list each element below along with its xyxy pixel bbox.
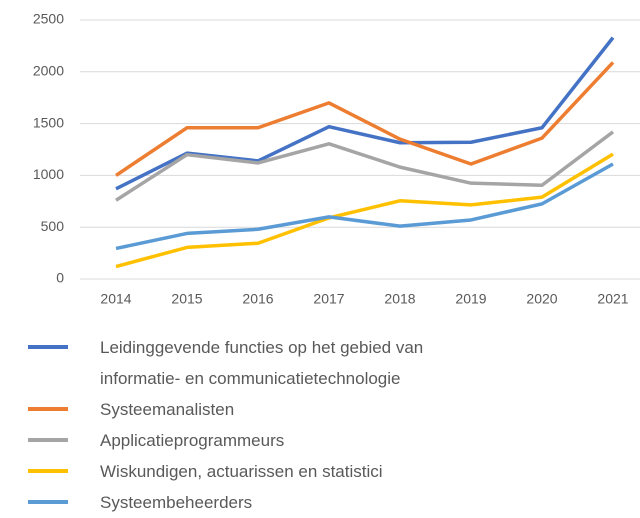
legend-item: Applicatieprogrammeurs	[0, 425, 500, 456]
y-tick-label: 500	[41, 218, 65, 234]
legend-label: Systeembeheerders	[100, 493, 253, 512]
y-tick-label: 1500	[33, 114, 64, 130]
legend-label: Applicatieprogrammeurs	[100, 431, 285, 450]
x-tick-label: 2018	[384, 291, 415, 307]
x-tick-label: 2019	[455, 291, 486, 307]
series-line	[115, 61, 615, 177]
legend-item: Systeemanalisten	[0, 394, 500, 425]
legend-swatch	[28, 345, 68, 349]
series-line	[115, 130, 615, 202]
x-tick-label: 2014	[100, 291, 131, 307]
legend-swatch	[28, 469, 68, 473]
x-tick-label: 2015	[171, 291, 202, 307]
legend-swatch	[28, 407, 68, 411]
y-tick-label: 0	[56, 270, 64, 286]
x-tick-label: 2016	[242, 291, 273, 307]
y-tick-label: 1000	[33, 166, 64, 182]
y-tick-label: 2000	[33, 63, 64, 79]
series-line	[115, 36, 615, 191]
series-line	[115, 152, 614, 269]
legend-label: Systeemanalisten	[100, 400, 235, 419]
x-tick-label: 2017	[313, 291, 344, 307]
legend-swatch	[28, 438, 68, 442]
y-tick-label: 2500	[33, 11, 64, 27]
chart: 0 500 1000 1500 2000 2500 2014 2015 2016 2017 2018…	[33, 11, 640, 307]
legend-label: Wiskundigen, actuarissen en statistici	[100, 462, 383, 481]
legend-item: Systeembeheerders	[0, 487, 500, 518]
legend-swatch	[28, 500, 68, 504]
x-tick-label: 2021	[597, 291, 628, 307]
x-tick-label: 2020	[526, 291, 557, 307]
series-line	[115, 162, 614, 251]
legend-item: Wiskundigen, actuarissen en statistici	[0, 456, 500, 487]
legend-label: Leidinggevende functies op het gebied va…	[100, 338, 424, 388]
legend: Leidinggevende functies op het gebied va…	[0, 332, 640, 518]
legend-item: Leidinggevende functies op het gebied va…	[0, 332, 500, 394]
